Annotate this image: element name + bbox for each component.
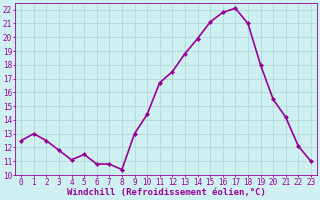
X-axis label: Windchill (Refroidissement éolien,°C): Windchill (Refroidissement éolien,°C): [67, 188, 266, 197]
